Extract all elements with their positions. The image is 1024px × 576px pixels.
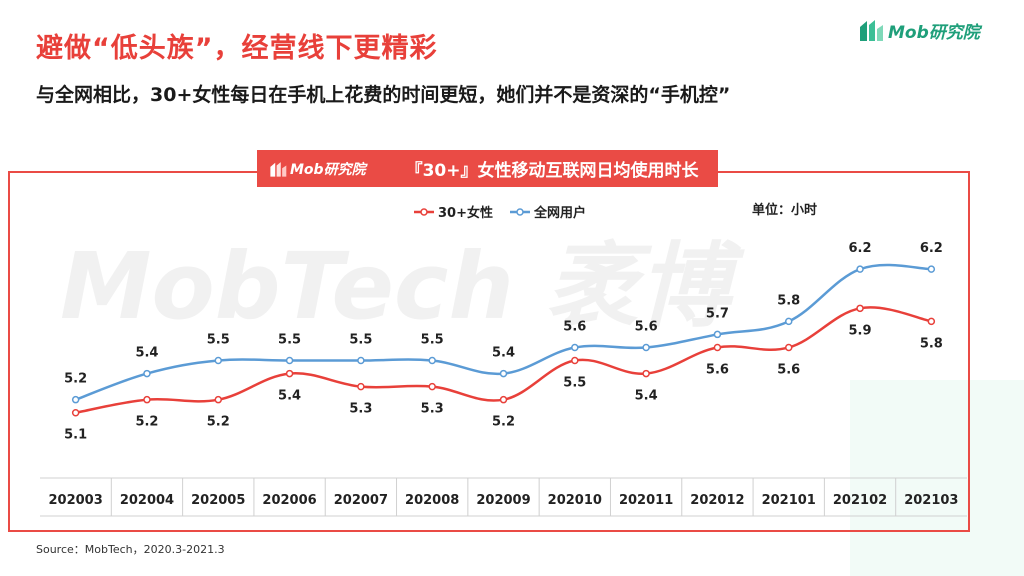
- x-tick-label: 202004: [120, 493, 174, 508]
- tab-brand: Mob研究院: [269, 159, 366, 179]
- data-label: 5.6: [777, 362, 800, 377]
- chart-title: 『30+』女性移动互联网日均使用时长: [405, 161, 699, 181]
- data-point: [642, 369, 650, 378]
- brand-name: Mob研究院: [888, 22, 980, 43]
- source-note: Source：MobTech，2020.3-2021.3: [36, 543, 225, 556]
- data-point: [784, 343, 793, 352]
- x-tick-label: 202103: [904, 493, 958, 508]
- data-point: [71, 395, 80, 404]
- page-title: 避做“低头族”，经营线下更精彩: [36, 33, 438, 64]
- x-tick-label: 202006: [262, 493, 316, 508]
- page-subtitle: 与全网相比，30+女性每日在手机上花费的时间更短，她们并不是资深的“手机控”: [36, 84, 731, 106]
- data-label: 5.3: [349, 402, 372, 417]
- data-label: 5.9: [849, 323, 872, 338]
- data-point: [214, 395, 223, 404]
- data-label: 5.2: [492, 415, 515, 430]
- mob-logo-icon: [270, 161, 287, 177]
- data-point: [428, 356, 436, 365]
- data-point: [856, 304, 864, 313]
- data-label: 5.5: [278, 333, 301, 348]
- x-tick-label: 202009: [476, 493, 530, 508]
- x-tick-label: 202011: [619, 493, 673, 508]
- x-tick-label: 202007: [334, 493, 388, 508]
- x-tick-label: 202010: [548, 493, 602, 508]
- data-point: [571, 343, 579, 352]
- data-label: 6.2: [849, 241, 872, 256]
- legend-label: 30+女性: [438, 205, 493, 221]
- data-label: 5.7: [706, 306, 729, 321]
- brand-logo: Mob研究院: [858, 16, 1008, 44]
- data-label: 5.6: [635, 319, 658, 334]
- data-label: 5.5: [563, 376, 586, 391]
- x-tick-label: 202005: [191, 493, 245, 508]
- data-point: [71, 408, 80, 417]
- data-point: [499, 395, 508, 404]
- data-label: 5.6: [563, 319, 586, 334]
- data-point: [713, 343, 722, 352]
- data-point: [784, 317, 793, 326]
- data-point: [856, 265, 864, 273]
- data-label: 5.8: [920, 336, 943, 351]
- data-label: 5.5: [349, 333, 372, 348]
- data-label: 5.5: [421, 333, 444, 348]
- data-label: 5.2: [135, 415, 158, 430]
- data-point: [143, 395, 151, 404]
- data-label: 5.8: [777, 293, 800, 308]
- data-point: [285, 356, 294, 365]
- data-label: 5.4: [492, 346, 515, 361]
- mob-logo-icon: [860, 20, 883, 41]
- watermark-text: MobTech 袤博: [60, 233, 745, 340]
- data-label: 5.6: [706, 362, 729, 377]
- data-point: [285, 369, 294, 378]
- x-tick-label: 202101: [762, 493, 816, 508]
- data-label: 6.2: [920, 241, 943, 256]
- data-label: 5.3: [421, 402, 444, 417]
- data-point: [428, 382, 436, 391]
- data-point: [214, 356, 223, 365]
- data-label: 5.4: [135, 346, 158, 361]
- unit-label: 单位：小时: [752, 202, 817, 218]
- data-label: 5.1: [64, 428, 87, 443]
- data-point: [499, 369, 508, 378]
- chart-title-tab: Mob研究院 『30+』女性移动互联网日均使用时长: [257, 150, 718, 187]
- data-point: [927, 265, 936, 273]
- x-tick-label: 202003: [49, 493, 103, 508]
- data-point: [927, 317, 936, 326]
- legend-label: 全网用户: [533, 205, 586, 221]
- x-tick-label: 202102: [833, 493, 887, 508]
- x-tick-label: 202008: [405, 493, 459, 508]
- data-point: [357, 356, 365, 365]
- data-point: [571, 356, 579, 365]
- data-label: 5.2: [207, 415, 230, 430]
- data-label: 5.4: [278, 389, 301, 404]
- data-point: [357, 382, 365, 391]
- data-point: [143, 369, 151, 378]
- x-tick-label: 202012: [690, 493, 744, 508]
- tab-brand-name: Mob研究院: [290, 161, 366, 178]
- data-label: 5.2: [64, 372, 87, 387]
- data-point: [713, 330, 722, 339]
- data-label: 5.5: [207, 333, 230, 348]
- data-label: 5.4: [635, 389, 658, 404]
- legend-marker: [420, 208, 428, 216]
- legend-marker: [516, 208, 524, 216]
- data-point: [642, 343, 650, 352]
